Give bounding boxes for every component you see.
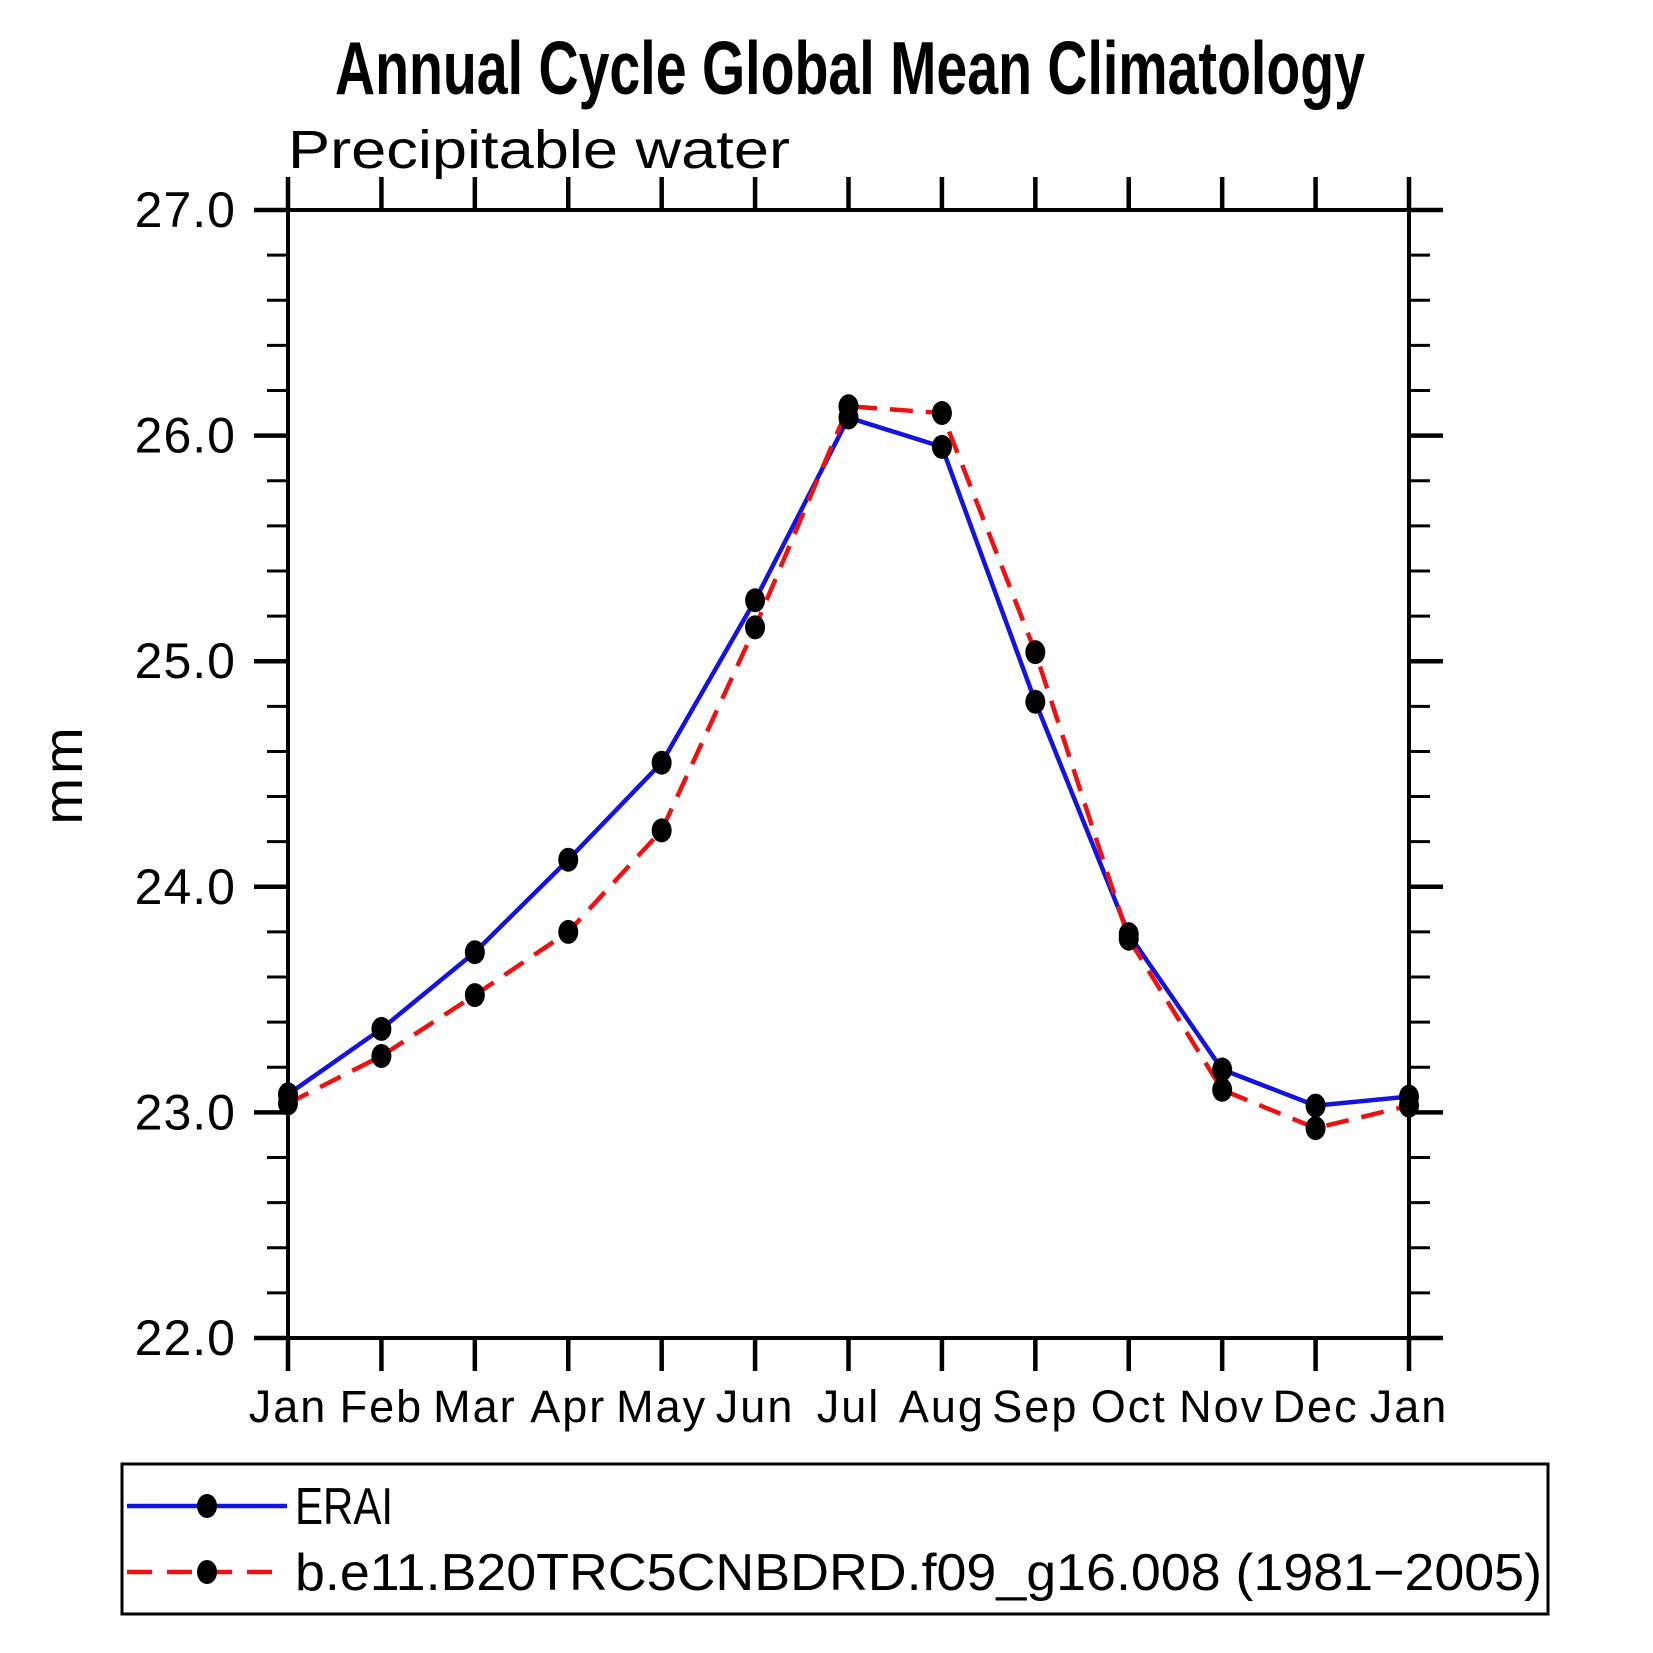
data-point-model [745, 615, 766, 640]
data-point-erai [651, 750, 672, 775]
data-point-erai [371, 1016, 392, 1041]
month-label: Jul [817, 1381, 881, 1432]
data-point-erai [1212, 1057, 1233, 1082]
month-label: Mar [433, 1381, 517, 1432]
data-point-erai [931, 434, 952, 459]
y-tick-label: 23.0 [135, 1084, 236, 1140]
data-point-erai [1305, 1093, 1326, 1118]
chart-title: Annual Cycle Global Mean Climatology [335, 26, 1365, 110]
data-point-model [1305, 1116, 1326, 1141]
month-label: Feb [340, 1381, 424, 1432]
data-point-model [1212, 1077, 1233, 1102]
erai-line [286, 415, 1410, 1108]
y-tick-label: 24.0 [135, 859, 236, 915]
data-point-erai [558, 847, 579, 872]
legend: ERAI b.e11.B20TRC5CNBDRD.f09_g16.008 (19… [120, 1462, 1550, 1616]
data-point-erai [1025, 689, 1046, 714]
model-line [286, 404, 1410, 1131]
month-label: Jan [249, 1381, 328, 1432]
y-axis-label: mm [31, 723, 94, 824]
data-point-model [278, 1091, 298, 1116]
y-tick-label: 26.0 [135, 408, 236, 464]
plot-series [278, 394, 1419, 1141]
y-tick-label: 25.0 [135, 633, 236, 689]
plot-box [286, 208, 1411, 1340]
month-label: Apr [530, 1381, 606, 1432]
data-point-model [931, 401, 952, 426]
data-point-model [464, 983, 485, 1008]
month-label: Dec [1273, 1381, 1359, 1432]
month-label: May [616, 1381, 707, 1432]
data-point-erai [464, 940, 485, 965]
legend-box [120, 1462, 1550, 1616]
data-point-model [651, 818, 672, 843]
plot-axes: Jan Feb Mar Apr May Jun Jul Aug Sep Oct Nov Dec Jan2… [135, 177, 1449, 1432]
month-label: Nov [1179, 1381, 1265, 1432]
month-label: Aug [899, 1381, 985, 1432]
legend-marker-icon [197, 1494, 217, 1518]
y-tick-label: 22.0 [135, 1310, 236, 1366]
data-point-model [838, 394, 859, 419]
data-point-model [1118, 926, 1139, 951]
month-label: Jun [716, 1381, 795, 1432]
data-point-model [1399, 1093, 1419, 1118]
chart-subtitle: Precipitable water [288, 120, 790, 180]
data-point-model [371, 1044, 392, 1068]
legend-label-model: b.e11.B20TRC5CNBDRD.f09_g16.008 (1981−20… [295, 1544, 1542, 1602]
month-label: Jan [1370, 1381, 1449, 1432]
data-point-model [558, 919, 579, 944]
data-point-model [1025, 640, 1046, 665]
month-label: Sep [992, 1381, 1078, 1432]
y-tick-label: 27.0 [135, 182, 236, 238]
data-point-erai [745, 588, 766, 613]
legend-label-erai: ERAI [295, 1478, 393, 1536]
legend-marker-icon [197, 1560, 217, 1584]
month-label: Oct [1091, 1381, 1167, 1432]
